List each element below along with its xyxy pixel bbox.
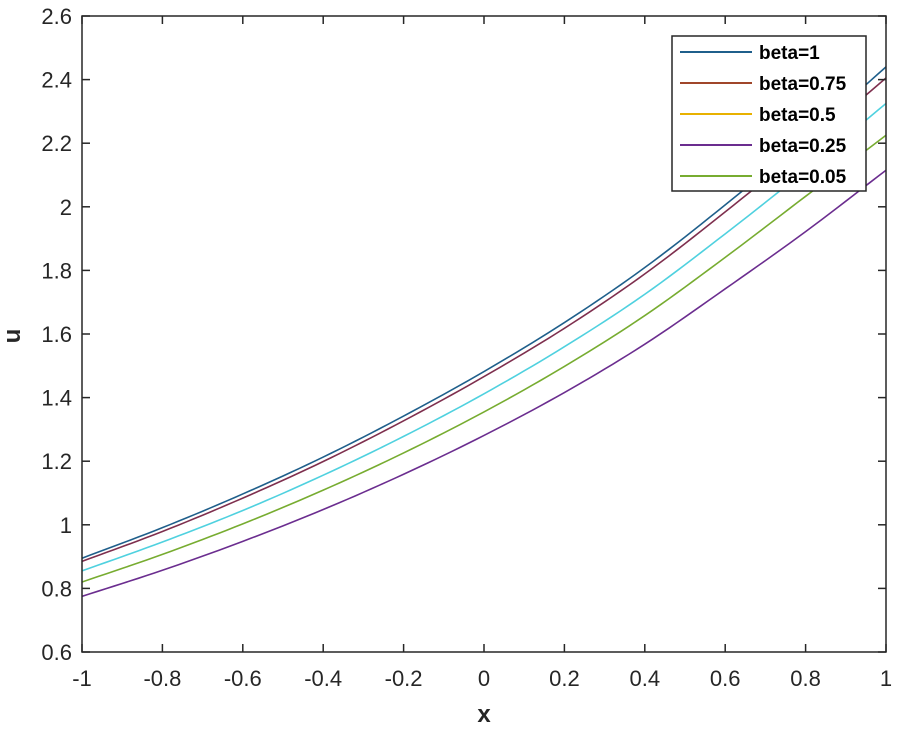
x-tick-label: 0.4 bbox=[630, 666, 661, 691]
x-tick-label: 0.8 bbox=[790, 666, 821, 691]
x-tick-label: -1 bbox=[72, 666, 92, 691]
x-axis: -1 -0.8 -0.6 -0.4 -0.2 0 0.2 0.4 0.6 0.8 1 bbox=[72, 16, 892, 691]
y-tick-label: 1 bbox=[60, 513, 72, 538]
legend: beta=1 beta=0.75 beta=0.5 beta=0.25 beta=0.0… bbox=[671, 35, 867, 192]
x-tick-label: 1 bbox=[880, 666, 892, 691]
x-axis-title: x bbox=[477, 701, 491, 728]
legend-label: beta=0.25 bbox=[759, 136, 847, 157]
y-axis: 0.6 0.8 1 1.2 1.4 1.6 1.8 2 2.2 2.4 2.6 bbox=[41, 4, 886, 665]
y-tick-label: 1.4 bbox=[41, 386, 72, 411]
x-tick-label: 0.6 bbox=[710, 666, 741, 691]
x-tick-label: -0.6 bbox=[224, 666, 262, 691]
y-tick-label: 2.2 bbox=[41, 131, 72, 156]
series-line-beta-0-5 bbox=[82, 102, 886, 572]
x-tick-label: 0.2 bbox=[549, 666, 580, 691]
y-tick-label: 0.6 bbox=[41, 640, 72, 665]
series-line-beta-0-05 bbox=[82, 134, 886, 583]
legend-label: beta=1 bbox=[759, 43, 820, 64]
y-tick-label: 1.6 bbox=[41, 322, 72, 347]
y-tick-label: 2.4 bbox=[41, 68, 72, 93]
x-tick-label: -0.4 bbox=[304, 666, 342, 691]
legend-label: beta=0.75 bbox=[759, 74, 847, 95]
y-axis-title: u bbox=[0, 329, 26, 344]
y-tick-label: 1.2 bbox=[41, 449, 72, 474]
x-tick-label: -0.8 bbox=[143, 666, 181, 691]
legend-label: beta=0.05 bbox=[759, 167, 847, 188]
y-tick-label: 2.6 bbox=[41, 4, 72, 29]
series-line-beta-0-25 bbox=[82, 169, 886, 598]
y-tick-label: 2 bbox=[60, 195, 72, 220]
x-tick-label: -0.2 bbox=[385, 666, 423, 691]
y-tick-label: 0.8 bbox=[41, 576, 72, 601]
y-tick-label: 1.8 bbox=[41, 258, 72, 283]
legend-label: beta=0.5 bbox=[759, 105, 836, 126]
x-tick-label: 0 bbox=[478, 666, 490, 691]
